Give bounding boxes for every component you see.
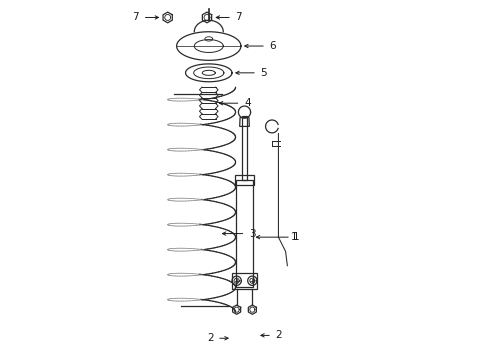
- Text: 2: 2: [206, 333, 213, 343]
- Text: 7: 7: [235, 13, 242, 22]
- Text: 1: 1: [290, 232, 297, 242]
- Text: 5: 5: [260, 68, 266, 78]
- Text: 6: 6: [269, 41, 276, 51]
- Text: 1: 1: [292, 232, 299, 242]
- Text: 2: 2: [275, 330, 282, 341]
- Text: 4: 4: [244, 98, 250, 108]
- Text: 3: 3: [248, 229, 255, 239]
- Text: 7: 7: [132, 13, 139, 22]
